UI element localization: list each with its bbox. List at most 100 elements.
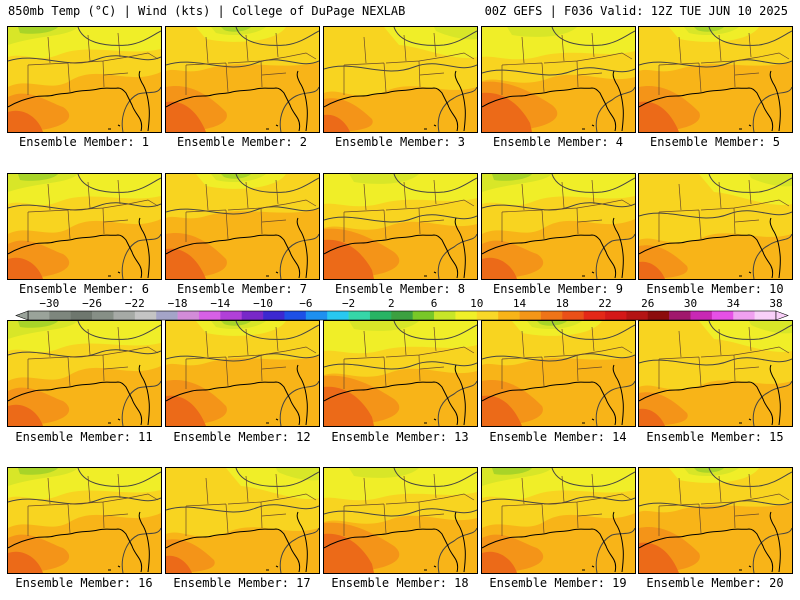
colorbar-swatch (583, 311, 606, 320)
isotherm-line (752, 380, 792, 426)
isotherm-line (77, 27, 161, 46)
ensemble-map-4 (481, 26, 636, 133)
colorbar-swatch (220, 311, 243, 320)
ensemble-member-label: Ensemble Member: 17 (173, 576, 311, 590)
coastline (8, 511, 150, 573)
ensemble-member-label: Ensemble Member: 19 (489, 576, 627, 590)
colorbar-swatch (754, 311, 777, 320)
isotherm-line (482, 496, 635, 505)
temperature-fill (749, 174, 792, 187)
isotherm-line (235, 27, 319, 46)
coastline (324, 217, 466, 279)
temperature-map (639, 468, 792, 573)
colorbar-swatch (733, 311, 755, 320)
coastline (166, 70, 308, 132)
coastline (166, 364, 308, 426)
state-borders (343, 326, 475, 389)
isotherm-line (551, 174, 635, 193)
temperature-map (166, 174, 319, 279)
ensemble-map-18 (323, 467, 478, 574)
ensemble-member-label: Ensemble Member: 3 (334, 135, 466, 149)
isotherm-line (752, 86, 792, 132)
ensemble-member-label: Ensemble Member: 18 (331, 576, 469, 590)
state-borders (501, 179, 633, 242)
temperature-fill (434, 27, 477, 40)
temperature-fill (18, 174, 58, 181)
colorbar-label: −30 (39, 297, 59, 310)
isotherm-line (595, 86, 635, 132)
colorbar-swatch (28, 311, 50, 320)
isotherm-line (639, 210, 792, 219)
isotherm-line (121, 527, 161, 573)
state-borders (501, 32, 633, 95)
coastline (639, 364, 781, 426)
isotherm-line (393, 468, 477, 487)
temperature-fill (276, 468, 319, 481)
model-run-info: 00Z GEFS | F036 Valid: 12Z TUE JUN 10 20… (484, 4, 788, 18)
temperature-fill (221, 321, 251, 326)
state-borders (343, 473, 475, 536)
colorbar-swatch (284, 311, 307, 320)
colorbar-swatch (434, 311, 456, 320)
colorbar-swatch (156, 311, 178, 320)
temperature-fill (694, 27, 724, 32)
colorbar-label: 18 (556, 297, 569, 310)
ensemble-map-5 (638, 26, 793, 133)
ensemble-map-2 (165, 26, 320, 133)
islands (424, 565, 437, 571)
isotherm-line (166, 206, 319, 215)
isotherm-line (708, 27, 792, 46)
ensemble-map-14 (481, 320, 636, 427)
colorbar-swatch (669, 311, 691, 320)
colorbar-swatch (626, 311, 649, 320)
colorbar-label: 2 (388, 297, 395, 310)
ensemble-map-6 (7, 173, 162, 280)
temperature-map (8, 468, 161, 573)
temperature-map (8, 321, 161, 426)
coastline (639, 70, 781, 132)
state-borders (658, 473, 790, 536)
temperature-fill (349, 174, 419, 184)
ensemble-map-1 (7, 26, 162, 133)
isotherm-line (639, 59, 792, 68)
isotherm-line (279, 380, 319, 426)
colorbar-max-arrow (775, 310, 789, 321)
temperature-fill (221, 174, 251, 179)
ensemble-map-10 (638, 173, 793, 280)
colorbar-swatch (711, 311, 734, 320)
islands (582, 418, 595, 424)
temperature-fill (18, 468, 58, 475)
ensemble-member-label: Ensemble Member: 12 (173, 430, 311, 444)
state-borders (185, 473, 317, 536)
isotherm-line (77, 468, 161, 487)
ensemble-map-13 (323, 320, 478, 427)
ensemble-member-label: Ensemble Member: 5 (649, 135, 781, 149)
temperature-fill (639, 101, 679, 132)
colorbar-swatch (498, 311, 520, 320)
isotherm-line (595, 527, 635, 573)
isotherm-line (639, 500, 792, 509)
isotherm-line (121, 380, 161, 426)
isotherm-line (551, 468, 635, 487)
isotherm-line (551, 27, 635, 46)
isotherm-line (166, 504, 319, 513)
state-borders (27, 32, 159, 95)
ensemble-member-label: Ensemble Member: 9 (492, 282, 624, 296)
islands (108, 565, 121, 571)
islands (739, 565, 752, 571)
coastline (639, 217, 781, 279)
islands (582, 271, 595, 277)
colorbar-label: −26 (82, 297, 102, 310)
colorbar-swatch (391, 311, 413, 320)
colorbar-swatch (455, 311, 478, 320)
isotherm-line (595, 380, 635, 426)
colorbar-label: −2 (342, 297, 355, 310)
temperature-map (639, 174, 792, 279)
ensemble-map-12 (165, 320, 320, 427)
temperature-fill (482, 257, 517, 279)
coastline (166, 511, 308, 573)
islands (424, 418, 437, 424)
ensemble-map-15 (638, 320, 793, 427)
ensemble-member-label: Ensemble Member: 11 (15, 430, 153, 444)
state-borders (343, 179, 475, 242)
